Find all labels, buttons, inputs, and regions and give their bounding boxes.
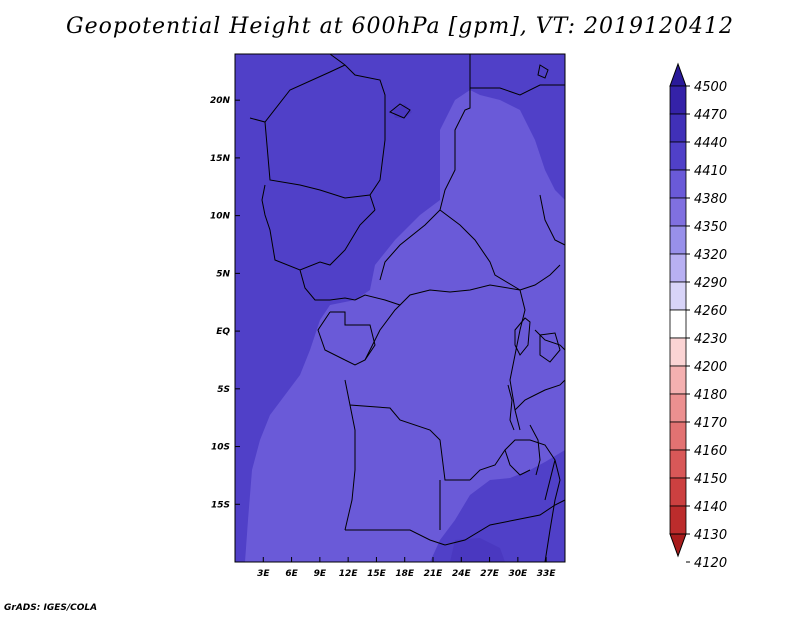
colorbar-top-triangle <box>669 62 687 87</box>
border-line <box>264 121 371 199</box>
colorbar-box <box>669 113 687 143</box>
x-tick-label: 30E <box>509 569 529 579</box>
border-line <box>379 54 471 281</box>
field-shading <box>235 54 565 562</box>
lake-outline <box>539 332 561 363</box>
x-tick-label: 27E <box>480 569 500 579</box>
colorbar-label: 4320 <box>694 248 727 263</box>
colorbar-label: 4180 <box>694 388 727 403</box>
colorbar-label: 4440 <box>694 136 727 151</box>
colorbar-label: 4380 <box>694 192 727 207</box>
x-tick-label: 3E <box>257 569 270 579</box>
border-line <box>330 311 376 366</box>
colorbar-label: 4200 <box>694 360 727 375</box>
grads-credit: GrADS: IGES/COLA <box>4 603 98 613</box>
y-tick-label: 20N <box>210 96 231 106</box>
border-line <box>354 284 521 306</box>
x-tick-label: 15E <box>367 569 387 579</box>
y-axis: 20N 15N 10N 5N EQ 5S 10S 15S <box>210 96 240 510</box>
map-title: Geopotential Height at 600hPa [gpm], VT:… <box>66 14 734 39</box>
lake-outline <box>389 103 411 119</box>
border-line <box>249 64 346 123</box>
x-tick-label: 24E <box>452 569 472 579</box>
border-line <box>344 404 356 531</box>
colorbar-box <box>669 449 687 479</box>
colorbar-label: 4230 <box>694 332 727 347</box>
border-line <box>439 209 521 291</box>
border-line <box>317 311 346 361</box>
border-line <box>504 449 531 476</box>
lake-outline <box>529 424 541 476</box>
colorbar-box <box>669 505 687 535</box>
shading-region-northwest <box>235 54 470 562</box>
border-line <box>364 304 401 361</box>
border-line <box>469 439 556 501</box>
colorbar-label: 4470 <box>694 108 727 123</box>
colorbar-label: 4260 <box>694 304 727 319</box>
colorbar-label: 4130 <box>694 528 727 543</box>
colorbar-label: 4150 <box>694 472 727 487</box>
y-tick-label: 5S <box>217 385 230 395</box>
border-line <box>299 269 356 301</box>
border-line <box>344 379 470 481</box>
border-line <box>329 53 386 211</box>
colorbar-box <box>669 365 687 395</box>
border-line <box>345 529 446 546</box>
lakes <box>389 64 561 476</box>
colorbar-label: 4140 <box>694 500 727 515</box>
x-tick-label: 9E <box>314 569 327 579</box>
colorbar-label: 4350 <box>694 220 727 235</box>
x-tick-label: 12E <box>339 569 359 579</box>
y-tick-label: 15N <box>210 154 231 164</box>
colorbar-box <box>669 281 687 311</box>
y-tick-label: 10N <box>210 212 231 222</box>
border-line <box>444 499 566 546</box>
map-frame <box>234 53 566 563</box>
colorbar-labels: 4500 4470 4440 4410 4380 4350 4320 4290 4260 4230… <box>686 80 727 571</box>
lake-outline <box>507 384 515 431</box>
x-tick-label: 21E <box>424 569 444 579</box>
colorbar-label: 4160 <box>694 444 727 459</box>
border-line <box>519 264 561 291</box>
colorbar-bottom-triangle <box>669 533 687 558</box>
y-tick-label: 15S <box>211 500 230 510</box>
colorbar-box <box>669 421 687 451</box>
shading-region-southeast <box>430 450 565 562</box>
colorbar-box <box>669 225 687 255</box>
border-line <box>470 84 565 96</box>
shading-patch-north <box>393 104 412 118</box>
border-line <box>544 459 561 563</box>
colorbar-label: 4170 <box>694 416 727 431</box>
x-tick-label: 18E <box>395 569 415 579</box>
colorbar-boxes <box>669 62 687 558</box>
y-tick-label: EQ <box>216 327 230 337</box>
colorbar-label: 4290 <box>694 276 727 291</box>
colorbar-box <box>669 393 687 423</box>
x-axis: 3E 6E 9E 12E 15E 18E 21E 24E 27E 30E 33E <box>257 557 556 579</box>
border-line <box>514 379 566 411</box>
x-tick-label: 6E <box>285 569 298 579</box>
country-borders <box>249 53 566 563</box>
lake-outline <box>514 317 531 356</box>
colorbar-label: 4120 <box>694 556 727 571</box>
x-tick-label: 33E <box>537 569 557 579</box>
colorbar-box <box>669 477 687 507</box>
colorbar-box <box>669 337 687 367</box>
colorbar-box <box>669 141 687 171</box>
y-tick-label: 5N <box>216 269 230 279</box>
colorbar-box <box>669 169 687 199</box>
lake-outline <box>537 64 549 79</box>
colorbar-label: 4500 <box>694 80 727 95</box>
shading-patch-south <box>450 538 505 562</box>
colorbar-box <box>669 309 687 339</box>
colorbar-box <box>669 197 687 227</box>
colorbar-box <box>669 85 687 115</box>
y-tick-label: 10S <box>211 443 230 453</box>
border-line <box>539 194 566 246</box>
colorbar-box <box>669 253 687 283</box>
colorbar-label: 4410 <box>694 164 727 179</box>
shading-region-northeast <box>470 54 565 200</box>
